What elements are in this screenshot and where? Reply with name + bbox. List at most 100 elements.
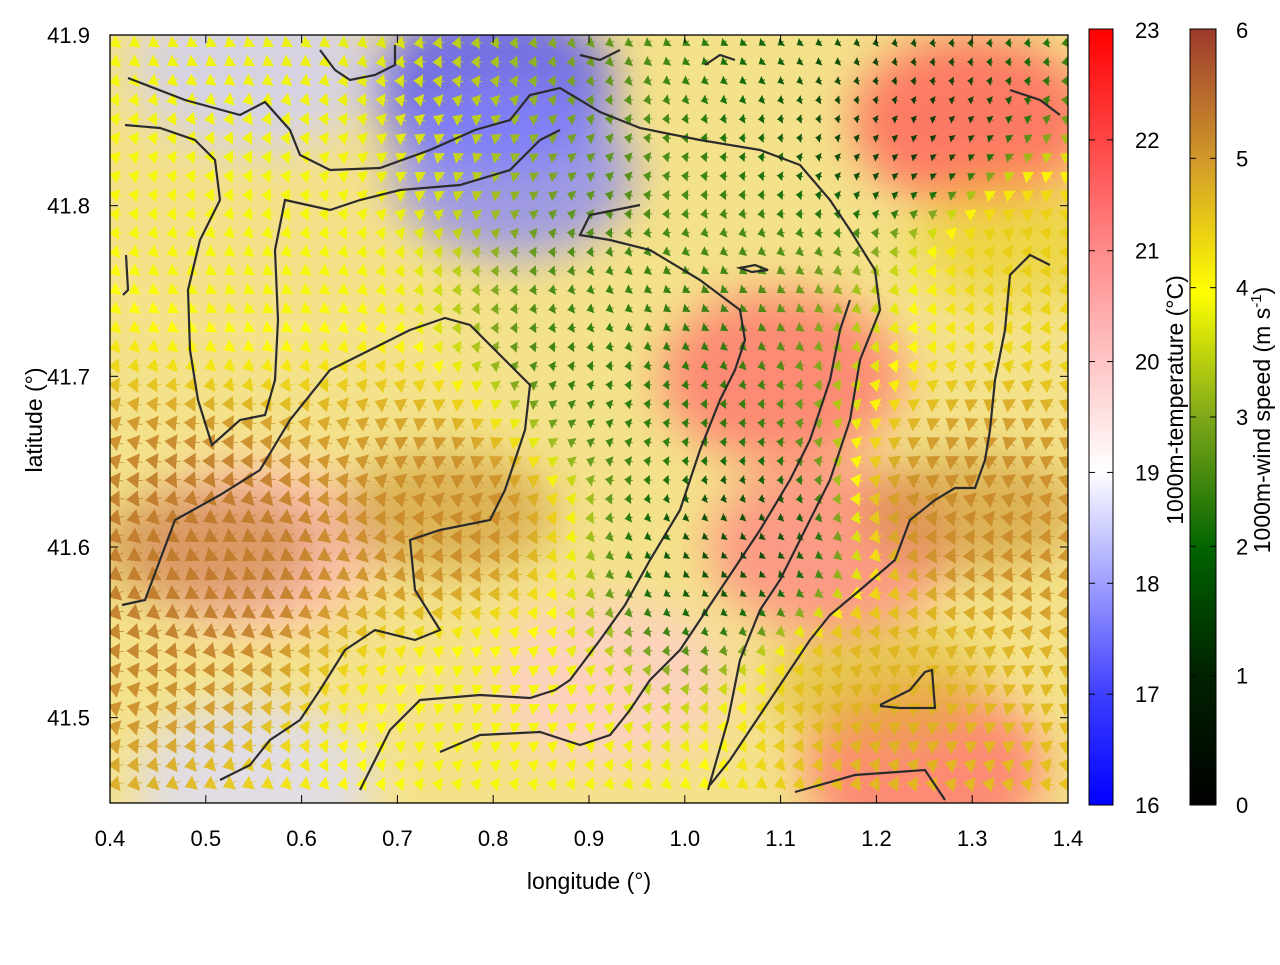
wind-arrow	[239, 452, 257, 470]
wind-arrow	[147, 282, 161, 295]
wind-arrow	[374, 644, 389, 659]
wind-arrow	[507, 777, 521, 792]
wind-arrow	[719, 475, 728, 485]
wind-arrow	[1058, 282, 1068, 296]
wind-arrow	[316, 585, 333, 601]
wind-arrow	[354, 416, 370, 432]
wind-arrow	[834, 114, 841, 124]
wind-arrow	[280, 282, 294, 295]
wind-arrow	[1038, 547, 1055, 564]
wind-arrow	[145, 434, 162, 451]
contour-line	[735, 263, 769, 274]
wind-arrow	[201, 642, 219, 659]
wind-arrow	[983, 702, 998, 717]
wind-arrow	[794, 227, 804, 238]
wind-arrow	[318, 54, 331, 68]
wind-arrow	[624, 550, 633, 560]
wind-arrow	[356, 35, 369, 49]
wind-arrow	[508, 684, 522, 697]
wind-arrow	[355, 73, 369, 88]
wind-arrow	[1000, 585, 1017, 603]
wind-arrow	[127, 339, 142, 354]
wind-arrow	[735, 719, 750, 735]
wind-arrow	[509, 227, 520, 240]
wind-arrow	[905, 644, 921, 660]
wind-arrow	[241, 566, 258, 582]
wind-arrow	[469, 625, 484, 640]
wind-arrow	[165, 547, 181, 562]
wind-arrow	[110, 642, 124, 660]
wind-arrow	[738, 75, 747, 85]
wind-arrow	[528, 172, 540, 183]
wind-arrow	[506, 528, 523, 546]
wind-arrow	[430, 585, 447, 602]
wind-arrow	[757, 474, 766, 485]
wind-arrow	[221, 603, 238, 619]
wind-arrow	[925, 722, 940, 736]
wind-arrow	[867, 605, 883, 621]
wind-arrow	[603, 702, 616, 716]
wind-arrow	[166, 320, 180, 333]
wind-arrow	[451, 399, 465, 412]
wind-arrow	[185, 244, 198, 258]
wind-arrow	[185, 54, 199, 67]
wind-arrow	[298, 112, 313, 126]
wind-arrow	[624, 437, 633, 448]
wind-arrow	[242, 244, 255, 258]
wind-arrow	[373, 491, 390, 508]
wind-arrow	[374, 758, 389, 773]
wind-arrow	[336, 132, 350, 146]
wind-arrow	[374, 320, 389, 335]
wind-arrow	[374, 226, 388, 241]
wind-speed-blob	[110, 487, 316, 607]
wind-arrow	[243, 35, 256, 48]
wind-arrow	[221, 719, 238, 735]
wind-arrow	[1057, 492, 1068, 508]
wind-arrow	[564, 758, 578, 773]
colorbar-tick-label: 16	[1135, 793, 1159, 818]
wind-arrow	[943, 528, 960, 546]
wind-arrow	[144, 453, 162, 470]
wind-arrow	[887, 359, 902, 374]
wind-arrow	[335, 547, 352, 563]
wind-arrow	[810, 738, 827, 754]
wind-arrow	[126, 396, 143, 413]
wind-arrow	[681, 379, 690, 390]
wind-arrow	[981, 263, 997, 279]
wind-arrow	[815, 76, 822, 85]
wind-arrow	[585, 474, 596, 487]
wind-arrow	[986, 134, 995, 143]
wind-arrow	[1038, 528, 1055, 546]
wind-arrow	[776, 588, 786, 598]
wind-arrow	[183, 415, 200, 432]
wind-arrow	[280, 301, 294, 314]
wind-arrow	[604, 456, 615, 467]
wind-arrow	[1020, 722, 1035, 736]
wind-arrow	[126, 434, 143, 451]
wind-arrow	[963, 436, 979, 451]
wind-arrow	[203, 775, 218, 790]
wind-arrow	[526, 474, 541, 489]
wind-arrow	[354, 454, 371, 470]
wind-arrow	[604, 190, 615, 202]
wind-arrow	[279, 566, 295, 581]
wind-arrow	[1001, 398, 1017, 413]
wind-arrow	[584, 530, 597, 543]
wind-arrow	[1041, 152, 1053, 164]
wind-arrow	[1039, 226, 1054, 242]
wind-arrow	[624, 265, 633, 276]
wind-arrow	[681, 94, 690, 105]
wind-arrow	[720, 589, 729, 597]
wind-arrow	[110, 565, 124, 582]
wind-arrow	[336, 225, 351, 240]
wind-arrow	[906, 436, 922, 451]
wind-arrow	[144, 471, 162, 489]
wind-arrow	[202, 700, 219, 717]
wind-arrow	[278, 662, 295, 679]
wind-arrow	[528, 284, 539, 296]
wind-arrow	[602, 739, 616, 754]
wind-arrow	[621, 776, 635, 791]
wind-arrow	[220, 452, 238, 470]
wind-arrow	[547, 284, 558, 296]
x-tick-label: 1.0	[670, 826, 701, 851]
